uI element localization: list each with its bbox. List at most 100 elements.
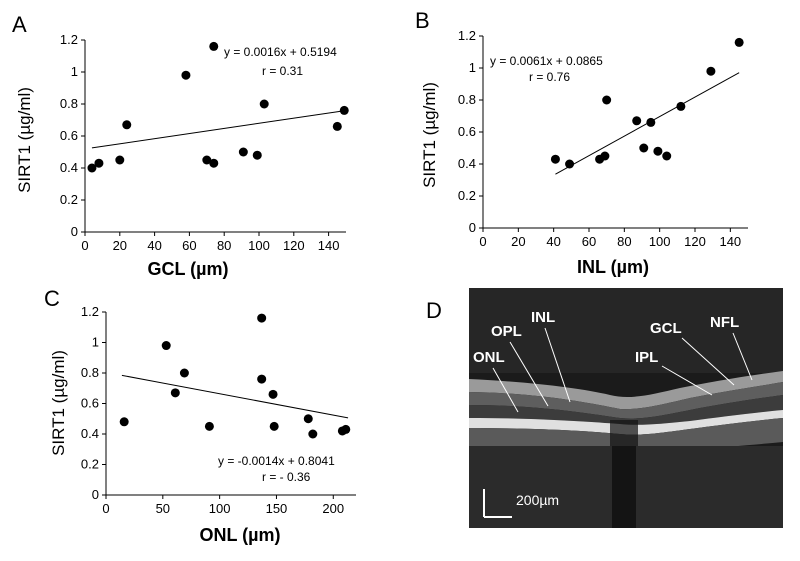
x-tick-label-a: 100 <box>248 238 270 253</box>
x-tick-label-a: 20 <box>113 238 127 253</box>
data-point-c <box>170 388 180 398</box>
panel-c: C SIRT1 (µg/ml) ONL (µm) y = -0.0014x + … <box>44 286 356 545</box>
oct-label-gcl: GCL <box>650 320 682 337</box>
data-point-b <box>662 151 672 161</box>
oct-image <box>469 288 783 528</box>
y-axis-title-a: SIRT1 (µg/ml) <box>15 87 34 193</box>
data-point-a <box>202 155 212 165</box>
x-axis-title-a: GCL (µm) <box>147 259 228 279</box>
x-tick-label-a: 120 <box>283 238 305 253</box>
trendline-c <box>121 374 349 419</box>
data-point-b <box>734 37 744 47</box>
data-point-c <box>257 313 267 323</box>
x-axis-title-b: INL (µm) <box>577 257 649 277</box>
data-point-c <box>204 421 214 431</box>
y-tick-label-c: 0.6 <box>81 396 99 411</box>
r-label-a: r = 0.31 <box>262 64 303 78</box>
data-point-a <box>122 120 132 130</box>
data-point-a <box>181 70 191 80</box>
panel-b: B SIRT1 (µg/ml) INL (µm) y = 0.0061x + 0… <box>415 8 748 277</box>
pointer-nfl <box>732 332 753 381</box>
pointer-gcl <box>681 337 735 386</box>
oct-choroid-band <box>469 418 783 451</box>
x-tick-label-c: 150 <box>266 501 288 516</box>
y-tick-label-c: 0.2 <box>81 457 99 472</box>
data-point-b <box>639 143 649 153</box>
x-tick-label-a: 80 <box>217 238 231 253</box>
pointer-onl <box>492 367 519 413</box>
pointer-inl <box>544 327 571 403</box>
x-tick-label-b: 20 <box>511 234 525 249</box>
oct-label-inl: INL <box>531 309 555 326</box>
y-tick-label-a: 0.2 <box>60 192 78 207</box>
equation-label-b: y = 0.0061x + 0.0865 <box>490 54 603 68</box>
y-tick-label-c: 1.2 <box>81 304 99 319</box>
x-tick-label-c: 50 <box>156 501 170 516</box>
pointer-ipl <box>661 365 713 396</box>
y-tick-label-b: 1 <box>469 60 476 75</box>
data-point-a <box>339 105 349 115</box>
pointer-opl <box>509 341 549 407</box>
scale-bar: 200µm <box>483 489 559 518</box>
plot-area-c: 0 0.2 0.4 0.6 0.8 1 1.2 0 50 100 150 200 <box>81 304 356 516</box>
oct-inl-band <box>469 395 783 425</box>
panel-letter-d: D <box>426 298 442 323</box>
x-tick-label-c: 200 <box>322 501 344 516</box>
y-tick-label-b: 0.2 <box>458 188 476 203</box>
panel-d: D INL OPL ONL GCL NFL IPL <box>426 288 783 528</box>
equation-label-c: y = -0.0014x + 0.8041 <box>218 454 335 468</box>
y-tick-label-a: 1 <box>71 64 78 79</box>
y-axis-title-c: SIRT1 (µg/ml) <box>49 350 68 456</box>
y-axis-title-b: SIRT1 (µg/ml) <box>420 82 439 188</box>
data-point-c <box>269 421 279 431</box>
oct-rpe-band <box>469 410 783 435</box>
panel-a: A SIRT1 (µg/ml) GCL (µm) y = 0.0016x + 0… <box>12 12 349 279</box>
scale-bar-label: 200µm <box>516 492 559 508</box>
data-point-b <box>653 146 663 156</box>
plot-area-a: 0 0.2 0.4 0.6 0.8 1 1.2 0 20 40 60 80 100 120 140 <box>60 32 349 253</box>
x-tick-label-b: 60 <box>582 234 596 249</box>
x-tick-label-b: 0 <box>479 234 486 249</box>
y-tick-label-b: 1.2 <box>458 28 476 43</box>
oct-optic-shadow-deep <box>612 446 636 528</box>
r-label-b: r = 0.76 <box>529 70 570 84</box>
data-point-a <box>209 158 219 168</box>
x-axis-title-c: ONL (µm) <box>199 525 280 545</box>
x-tick-label-b: 100 <box>649 234 671 249</box>
data-point-b <box>706 66 716 76</box>
panel-letter-b: B <box>415 8 430 33</box>
y-tick-label-b: 0 <box>469 220 476 235</box>
oct-label-opl: OPL <box>491 323 522 340</box>
y-tick-label-c: 0.8 <box>81 365 99 380</box>
y-tick-label-a: 0.8 <box>60 96 78 111</box>
oct-label-nfl: NFL <box>710 314 739 331</box>
data-point-a <box>259 99 269 109</box>
data-point-a <box>94 158 104 168</box>
y-tick-label-c: 0 <box>92 487 99 502</box>
x-tick-label-b: 140 <box>719 234 741 249</box>
y-tick-label-a: 0.6 <box>60 128 78 143</box>
x-tick-label-b: 40 <box>546 234 560 249</box>
data-point-c <box>179 368 189 378</box>
data-point-b <box>600 151 610 161</box>
data-point-c <box>341 424 351 434</box>
data-point-b <box>565 159 575 169</box>
y-tick-label-b: 0.6 <box>458 124 476 139</box>
data-point-c <box>161 341 171 351</box>
x-tick-label-c: 100 <box>209 501 231 516</box>
trendline-a <box>91 110 345 149</box>
x-tick-label-b: 120 <box>684 234 706 249</box>
oct-label-ipl: IPL <box>635 349 658 366</box>
data-point-a <box>87 163 97 173</box>
x-tick-label-a: 0 <box>81 238 88 253</box>
panel-letter-a: A <box>12 12 27 37</box>
y-tick-label-b: 0.8 <box>458 92 476 107</box>
y-tick-label-a: 1.2 <box>60 32 78 47</box>
data-point-a <box>332 121 342 131</box>
plot-area-b: 0 0.2 0.4 0.6 0.8 1 1.2 0 20 40 60 80 100 120 140 <box>458 28 748 249</box>
x-tick-label-a: 140 <box>318 238 340 253</box>
data-point-a <box>209 41 219 51</box>
data-point-b <box>602 95 612 105</box>
data-point-c <box>257 374 267 384</box>
